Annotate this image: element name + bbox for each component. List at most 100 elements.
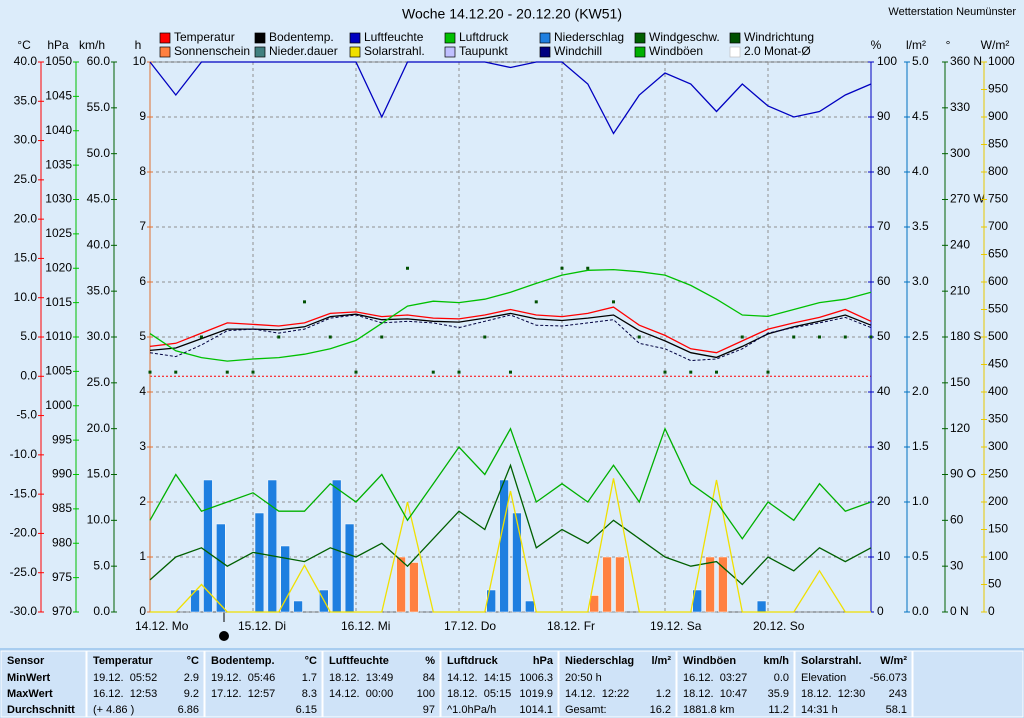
y-tick-label: 5.0 bbox=[20, 329, 37, 343]
y-tick-label: 35.0 bbox=[87, 283, 111, 297]
wind-direction-dot bbox=[869, 335, 873, 339]
legend-swatch bbox=[539, 32, 551, 44]
y-tick-label: 5.0 bbox=[912, 54, 929, 68]
column-header: Temperatur bbox=[93, 655, 153, 667]
y-tick-label: 35.0 bbox=[14, 93, 38, 107]
y-tick-label: 50.0 bbox=[87, 146, 111, 160]
wind-direction-dot bbox=[792, 335, 796, 339]
cell-value: 35.9 bbox=[768, 688, 789, 700]
y-tick-label: 950 bbox=[988, 82, 1008, 96]
axis-unit: l/m² bbox=[906, 38, 926, 52]
wind-direction-dot bbox=[586, 266, 590, 270]
x-tick-label: 20.12. So bbox=[753, 619, 805, 633]
cell-note: 16.12. 12:53 bbox=[93, 688, 157, 700]
table-cell bbox=[558, 650, 677, 718]
y-tick-label: 650 bbox=[988, 247, 1008, 261]
y-tick-label: 50 bbox=[988, 577, 1002, 591]
y-tick-label: 500 bbox=[988, 329, 1008, 343]
row-label: MinWert bbox=[7, 672, 51, 684]
y-tick-label: 0.0 bbox=[20, 368, 37, 382]
bar bbox=[499, 479, 509, 613]
y-tick-label: 60 bbox=[877, 274, 891, 288]
y-tick-label: 300 bbox=[950, 146, 970, 160]
y-tick-label: 970 bbox=[52, 604, 72, 618]
legend-label: Windgeschw. bbox=[649, 30, 720, 44]
legend-swatch bbox=[634, 32, 646, 44]
y-tick-label: 1030 bbox=[45, 192, 72, 206]
axis-unit: hPa bbox=[47, 38, 69, 52]
wind-direction-dot bbox=[560, 266, 564, 270]
y-tick-label: 270 W bbox=[950, 192, 985, 206]
column-header: Luftfeuchte bbox=[329, 655, 389, 667]
wind-direction-dot bbox=[740, 335, 744, 339]
y-tick-label: 1020 bbox=[45, 260, 72, 274]
cell-value: 8.3 bbox=[302, 688, 317, 700]
y-tick-label: 250 bbox=[988, 467, 1008, 481]
wind-direction-dot bbox=[354, 370, 358, 374]
wind-direction-dot bbox=[251, 370, 255, 374]
y-tick-label: 0 N bbox=[950, 604, 969, 618]
y-tick-label: 3.0 bbox=[912, 274, 929, 288]
y-tick-label: 150 bbox=[988, 522, 1008, 536]
row-label: Durchschnitt bbox=[7, 704, 75, 716]
legend-swatch bbox=[159, 46, 171, 58]
cell-value: 2.9 bbox=[184, 672, 199, 684]
y-tick-label: 0 bbox=[877, 604, 884, 618]
bar bbox=[280, 545, 290, 613]
y-tick-label: 60 bbox=[950, 513, 964, 527]
column-header: Solarstrahl. bbox=[801, 655, 862, 667]
y-tick-label: 3 bbox=[139, 439, 146, 453]
bar bbox=[615, 556, 625, 613]
cell-note: (+ 4.86 ) bbox=[93, 704, 134, 716]
bar bbox=[332, 479, 342, 613]
cell-note: 18.12. 12:30 bbox=[801, 688, 865, 700]
y-tick-label: 3.5 bbox=[912, 219, 929, 233]
bar bbox=[525, 600, 535, 613]
y-tick-label: 0.0 bbox=[93, 604, 110, 618]
y-tick-label: 4.5 bbox=[912, 109, 929, 123]
cell-note: Gesamt: bbox=[565, 704, 607, 716]
wind-direction-dot bbox=[225, 370, 229, 374]
series-line bbox=[149, 306, 872, 354]
y-tick-label: 100 bbox=[877, 54, 897, 68]
legend-swatch bbox=[444, 46, 456, 58]
y-tick-label: 330 bbox=[950, 100, 970, 114]
wind-direction-dot bbox=[174, 370, 178, 374]
bar bbox=[718, 556, 728, 613]
x-tick-label: 16.12. Mi bbox=[341, 619, 390, 633]
axis-unit: % bbox=[871, 38, 882, 52]
y-tick-label: 40.0 bbox=[14, 54, 38, 68]
y-tick-label: 5 bbox=[139, 329, 146, 343]
cell-note: ^1.0hPa/h bbox=[447, 704, 496, 716]
y-tick-label: 10.0 bbox=[87, 513, 111, 527]
y-tick-label: 30.0 bbox=[87, 329, 111, 343]
y-tick-label: 450 bbox=[988, 357, 1008, 371]
y-tick-label: 0.0 bbox=[912, 604, 929, 618]
y-tick-label: 1000 bbox=[988, 54, 1015, 68]
column-unit: °C bbox=[305, 655, 317, 667]
wind-direction-dot bbox=[200, 335, 203, 339]
y-tick-label: 7 bbox=[139, 219, 146, 233]
legend-label: Windchill bbox=[554, 44, 602, 58]
series-line bbox=[149, 426, 872, 540]
y-tick-label: 8 bbox=[139, 164, 146, 178]
y-tick-label: 50 bbox=[877, 329, 891, 343]
y-tick-label: -5.0 bbox=[16, 408, 37, 422]
legend-swatch bbox=[634, 46, 646, 58]
y-tick-label: 990 bbox=[52, 467, 72, 481]
table-cell bbox=[322, 650, 441, 718]
cell-value: -56.073 bbox=[870, 672, 907, 684]
y-tick-label: 1035 bbox=[45, 157, 72, 171]
y-tick-label: 240 bbox=[950, 238, 970, 252]
bar bbox=[512, 512, 522, 613]
bar bbox=[756, 600, 767, 613]
column-unit: km/h bbox=[763, 655, 789, 667]
column-header: Luftdruck bbox=[447, 655, 499, 667]
y-tick-label: 1025 bbox=[45, 226, 72, 240]
cell-note: Elevation bbox=[801, 672, 846, 684]
axis-unit: °C bbox=[17, 38, 31, 52]
y-tick-label: 360 N bbox=[950, 54, 982, 68]
y-tick-label: 25.0 bbox=[87, 375, 111, 389]
station-name: Wetterstation Neumünster bbox=[888, 6, 1016, 18]
legend-label: Luftdruck bbox=[459, 30, 509, 44]
